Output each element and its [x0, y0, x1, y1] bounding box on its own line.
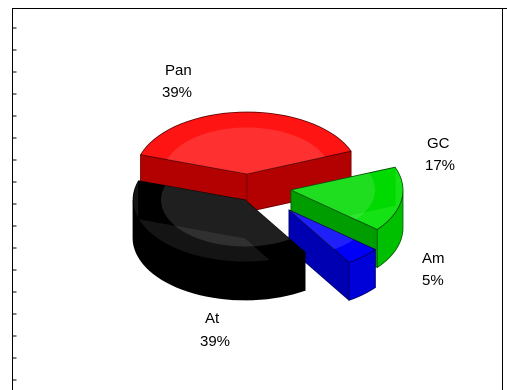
slice-percent-am: 5%: [422, 272, 444, 289]
slice-percent-at: 39%: [200, 333, 230, 350]
slice-label-at: At: [205, 310, 220, 327]
slice-label-pan: Pan: [165, 62, 192, 79]
plot-border-left: [12, 8, 507, 390]
slice-sheen: [289, 210, 354, 250]
slice-sheen: [167, 127, 326, 174]
slice-top: [139, 111, 352, 175]
pie-slice-am: [288, 209, 377, 302]
slice-label-gc: GC: [427, 135, 450, 152]
slice-sheen: [291, 172, 375, 220]
slice-sheen: [161, 185, 290, 247]
slice-top: [289, 166, 404, 230]
left-axis-ticks: [12, 27, 17, 381]
pie-slice-pan: [139, 111, 352, 213]
slice-percent-pan: 39%: [162, 84, 192, 101]
slice-percent-gc: 17%: [425, 157, 455, 174]
slice-label-am: Am: [422, 250, 445, 267]
slice-top: [288, 209, 377, 263]
pie-slice-at: [132, 180, 306, 301]
pie-slices: [132, 111, 404, 302]
slice-top: [132, 180, 306, 263]
